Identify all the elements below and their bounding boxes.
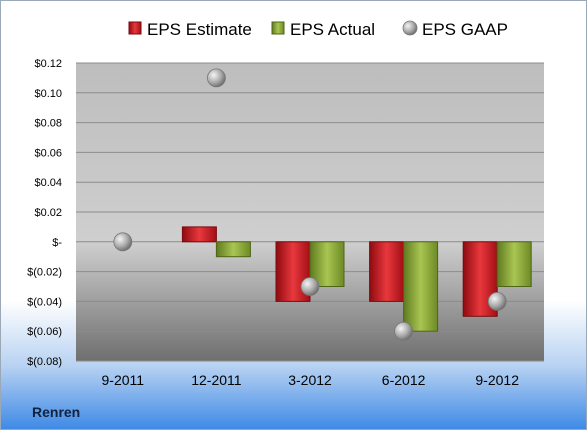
y-tick-label: $0.10 — [34, 88, 62, 100]
x-tick-label: 9-2012 — [475, 372, 519, 388]
legend-swatch — [402, 20, 418, 36]
y-axis: $0.12 $0.10 $0.08 $0.06 $0.04 $0.02 $- $(0.02) $… — [27, 58, 62, 368]
y-tick-label: $(0.04) — [27, 296, 62, 308]
eps-gaap-point — [394, 321, 414, 341]
legend-label: EPS Actual — [290, 20, 375, 39]
y-tick-label: $- — [52, 237, 62, 249]
eps-actual-bar — [496, 241, 532, 288]
eps-gaap-point — [113, 232, 133, 252]
legend-label: EPS Estimate — [147, 20, 252, 39]
legend-swatch — [271, 21, 285, 35]
x-tick-label: 3-2012 — [288, 372, 332, 388]
x-axis: 9-2011 12-2011 3-2012 6-2012 9-2012 — [102, 372, 520, 388]
company-name: Renren — [32, 404, 81, 420]
legend: EPS Estimate EPS Actual EPS GAAP — [128, 20, 508, 39]
gridlines — [76, 62, 544, 362]
y-tick-label: $(0.02) — [27, 267, 62, 279]
eps-gaap-point — [487, 291, 507, 311]
y-tick-label: $0.06 — [34, 147, 62, 159]
y-tick-label: $0.12 — [34, 58, 62, 70]
x-tick-label: 12-2011 — [191, 372, 242, 388]
y-tick-label: $0.02 — [34, 207, 62, 219]
eps-actual-bar — [215, 241, 251, 258]
legend-swatch — [128, 21, 142, 35]
eps-estimate-bar — [181, 226, 217, 243]
x-tick-label: 6-2012 — [382, 372, 426, 388]
y-tick-label: $(0.06) — [27, 326, 62, 338]
eps-gaap-point — [206, 68, 226, 88]
x-tick-label: 9-2011 — [102, 372, 145, 388]
y-tick-label: $0.04 — [34, 177, 62, 189]
y-tick-label: $0.08 — [34, 118, 62, 130]
y-tick-label: $(0.08) — [27, 356, 62, 368]
eps-gaap-point — [300, 277, 320, 296]
eps-actual-bar — [403, 241, 439, 332]
legend-label: EPS GAAP — [422, 20, 508, 39]
eps-estimate-bar — [369, 241, 405, 302]
gaap-points — [113, 68, 507, 341]
